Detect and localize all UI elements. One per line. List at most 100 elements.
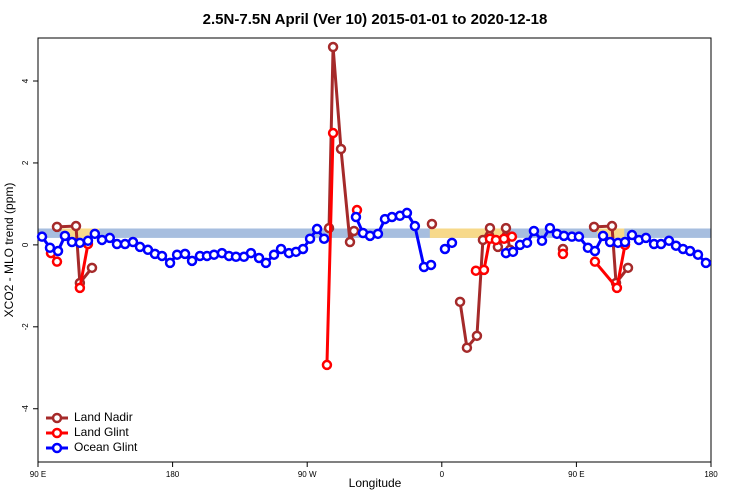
x-tick-label: 90 W xyxy=(298,470,317,479)
point xyxy=(426,218,438,230)
point xyxy=(484,222,496,234)
point xyxy=(409,220,421,232)
point xyxy=(446,237,458,249)
point xyxy=(439,243,451,255)
point xyxy=(348,225,360,237)
y-tick-label: -4 xyxy=(21,405,30,413)
point xyxy=(506,231,518,242)
point xyxy=(528,225,540,237)
point xyxy=(663,235,675,247)
series-line xyxy=(56,46,630,352)
point xyxy=(297,243,309,255)
point xyxy=(52,245,64,257)
y-tick-label: 0 xyxy=(21,242,30,247)
point xyxy=(275,243,287,255)
x-tick-label: 90 E xyxy=(30,470,46,479)
x-axis-label: Longitude xyxy=(349,476,402,490)
x-tick-label: 180 xyxy=(166,470,180,479)
point xyxy=(74,282,86,294)
point xyxy=(86,262,98,274)
point xyxy=(74,237,86,249)
point xyxy=(640,232,652,244)
point xyxy=(51,256,63,267)
point xyxy=(327,127,339,139)
point xyxy=(44,242,56,253)
point xyxy=(327,41,339,53)
point xyxy=(372,228,384,240)
point xyxy=(589,256,601,267)
point xyxy=(127,236,139,248)
point xyxy=(344,236,356,248)
point xyxy=(51,221,63,233)
legend-label: Land Glint xyxy=(74,425,129,439)
point xyxy=(268,249,280,260)
point xyxy=(588,221,600,233)
point xyxy=(454,296,466,308)
point xyxy=(611,282,623,294)
point xyxy=(70,220,82,232)
point xyxy=(386,211,398,223)
point xyxy=(350,211,362,223)
point xyxy=(59,230,71,242)
point xyxy=(89,228,101,240)
point xyxy=(82,235,94,247)
point xyxy=(253,252,265,264)
highlight xyxy=(429,228,505,238)
legend-label: Ocean Glint xyxy=(74,440,138,454)
point xyxy=(606,220,618,232)
point xyxy=(626,229,638,241)
y-tick-label: -2 xyxy=(21,323,30,331)
point xyxy=(260,257,272,269)
highlight xyxy=(597,228,625,238)
point xyxy=(461,342,473,353)
point xyxy=(156,250,168,262)
point xyxy=(36,231,48,242)
point xyxy=(318,233,330,244)
point xyxy=(335,143,347,155)
point xyxy=(700,257,712,269)
point xyxy=(619,236,631,248)
point xyxy=(164,257,176,269)
y-tick-label: 4 xyxy=(21,78,30,83)
point xyxy=(622,262,634,274)
y-tick-label: 2 xyxy=(21,160,30,165)
point xyxy=(490,234,502,246)
point xyxy=(401,207,413,219)
x-tick-label: 90 E xyxy=(568,470,584,479)
point xyxy=(470,265,482,276)
point xyxy=(425,259,437,271)
point xyxy=(471,330,483,342)
point xyxy=(179,248,191,260)
point xyxy=(478,264,490,276)
plot-frame xyxy=(37,37,712,463)
point xyxy=(536,235,548,247)
point xyxy=(573,231,585,242)
highlight xyxy=(61,228,100,238)
point xyxy=(208,249,220,260)
legend-marker xyxy=(51,427,63,439)
x-tick-label: 0 xyxy=(440,470,445,479)
point xyxy=(684,245,696,257)
point xyxy=(104,232,116,244)
legend-marker xyxy=(51,412,63,424)
point xyxy=(186,255,198,267)
legend-label: Land Nadir xyxy=(74,410,133,424)
point xyxy=(544,222,556,234)
point xyxy=(507,246,519,258)
point xyxy=(500,222,512,234)
chart-title: 2.5N-7.5N April (Ver 10) 2015-01-01 to 2… xyxy=(203,11,548,28)
point xyxy=(521,237,533,249)
point xyxy=(692,249,704,260)
point xyxy=(311,223,323,235)
point xyxy=(111,238,123,250)
point xyxy=(321,359,333,371)
point xyxy=(245,247,257,259)
point xyxy=(589,245,601,257)
point xyxy=(557,248,569,260)
x-tick-label: 180 xyxy=(704,470,718,479)
point xyxy=(304,233,316,244)
legend-marker xyxy=(51,442,63,454)
y-axis-label: XCO2 - MLO trend (ppm) xyxy=(2,183,16,318)
point xyxy=(597,230,609,242)
